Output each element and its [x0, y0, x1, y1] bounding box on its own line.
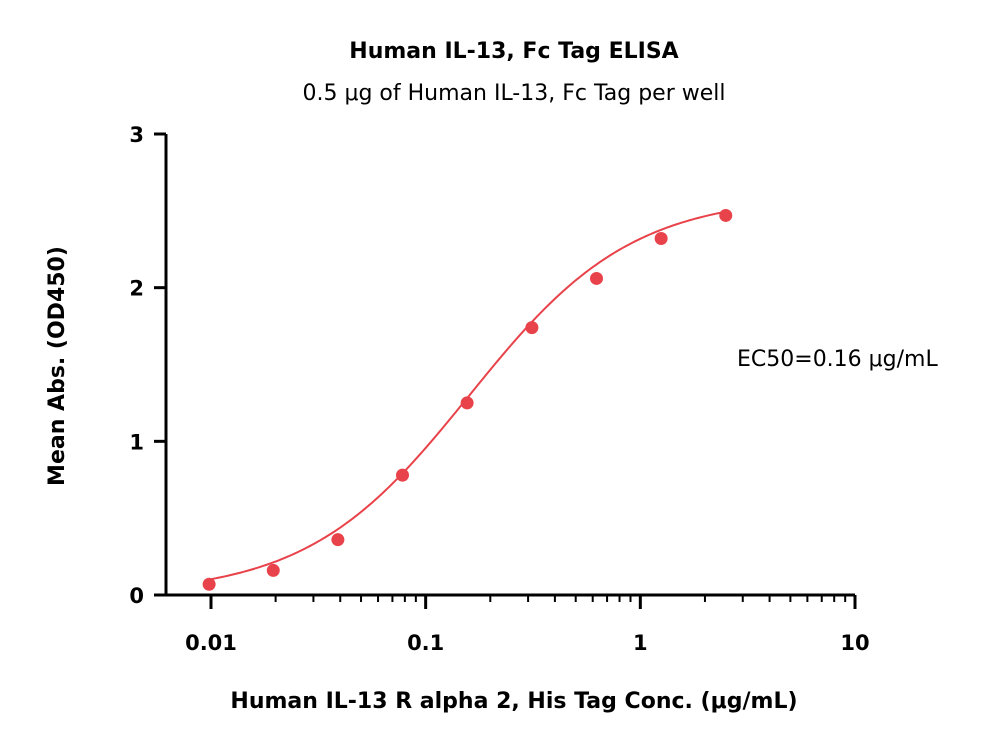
- y-axis-title: Mean Abs. (OD450): [45, 246, 70, 486]
- y-tick-label: 0: [129, 584, 144, 608]
- fit-curve: [208, 210, 726, 581]
- x-tick-label: 0.01: [185, 631, 237, 655]
- x-axis-title: Human IL-13 R alpha 2, His Tag Conc. (μg…: [230, 689, 797, 714]
- data-point: [719, 208, 733, 222]
- data-point: [331, 533, 345, 547]
- data-point: [525, 321, 539, 335]
- ec50-annotation: EC50=0.16 μg/mL: [737, 347, 938, 372]
- chart-title: Human IL-13, Fc Tag ELISA: [349, 39, 678, 64]
- data-point: [266, 563, 280, 577]
- data-point: [202, 577, 216, 591]
- data-point: [654, 231, 668, 245]
- y-tick-label: 1: [129, 430, 144, 454]
- y-tick-label: 2: [129, 277, 144, 301]
- x-tick-label: 0.1: [407, 631, 444, 655]
- chart-subtitle: 0.5 μg of Human IL-13, Fc Tag per well: [302, 81, 725, 106]
- data-point: [396, 468, 410, 482]
- chart-axes: 0 1 2 3 0.01 0.1 1 10: [129, 123, 869, 655]
- y-tick-label: 3: [129, 123, 144, 147]
- x-tick-label: 10: [840, 631, 869, 655]
- data-point: [590, 271, 604, 285]
- x-tick-label: 1: [633, 631, 648, 655]
- data-point: [460, 396, 474, 410]
- data-points: [202, 208, 733, 591]
